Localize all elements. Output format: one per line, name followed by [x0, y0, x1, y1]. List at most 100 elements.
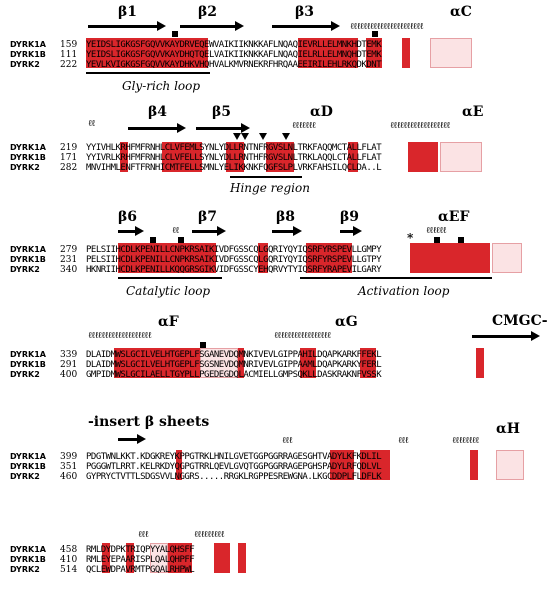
ss-label-beta7: β7	[198, 209, 218, 225]
seq-name: DYRK1A	[10, 452, 46, 461]
sequence-row: YEVLKVIGKGSFGQVVKAYDHKVHQHVALKMVRNEKRFHR…	[86, 60, 382, 70]
seq-name: DYRK2	[10, 265, 40, 274]
asterisk-marker: *	[407, 231, 414, 245]
conserved-block	[410, 243, 490, 273]
conserved-block	[330, 450, 354, 480]
alphaH-helix-coil: ℓℓℓℓℓℓℓℓ	[452, 436, 479, 446]
beta8-arrowhead	[293, 226, 302, 236]
seq-start: 291	[60, 360, 78, 370]
marker-square	[172, 31, 178, 37]
seq-start: 279	[60, 245, 78, 255]
seq-start: 514	[60, 565, 78, 575]
beta5-arrow	[196, 127, 242, 130]
conserved-block	[300, 348, 316, 378]
beta1-arrow	[88, 25, 158, 28]
seq-start: 282	[60, 163, 78, 173]
seq-start: 231	[60, 255, 78, 265]
seq-name: DYRK1A	[10, 40, 46, 49]
marker-square	[200, 342, 206, 348]
conserved-block	[360, 348, 376, 378]
insert-beta-arrowhead	[137, 434, 146, 444]
beta6-arrowhead	[135, 226, 144, 236]
conserved-block	[114, 348, 200, 378]
similar-block	[496, 450, 524, 480]
beta4-arrowhead	[177, 123, 186, 133]
seq-start: 339	[60, 350, 78, 360]
seq-start: 399	[60, 452, 78, 462]
ss-label-alphaE: αE	[462, 104, 484, 120]
beta4-arrow	[128, 127, 178, 130]
seq-name: DYRK1A	[10, 350, 46, 359]
gly-rich-loop-underline	[86, 72, 210, 74]
seq-start: 111	[60, 50, 78, 60]
conserved-block	[360, 450, 390, 480]
conserved-block	[176, 450, 182, 480]
similar-block	[200, 348, 238, 378]
beta8-arrow	[272, 230, 294, 233]
alignment-block-2: ℓℓ β4 β5 αD ℓℓℓℓℓℓℓ αE ℓℓℓℓℓℓℓℓℓℓℓℓℓℓℓℓℓ…	[0, 100, 550, 200]
sequence-row: DLAIDMWSLGCILVELHTGEPLFSGANEVDQMNKIVEVLG…	[86, 350, 382, 360]
conserved-block	[348, 142, 358, 172]
cmgc-arrowhead	[531, 331, 540, 341]
ss-label-cmgc-insert: CMGC-	[492, 313, 548, 329]
marker-square	[458, 237, 464, 243]
ss-label-alphaEF: αEF	[438, 209, 470, 225]
ss-label-beta3: β3	[295, 4, 315, 20]
conserved-block	[298, 38, 358, 68]
alphaC-helix-coil: ℓℓℓℓℓℓℓℓℓℓℓℓℓℓℓℓℓℓℓℓℓℓ	[350, 22, 424, 32]
conserved-block	[366, 38, 382, 68]
seq-name: DYRK2	[10, 60, 40, 69]
ss-label-alphaC: αC	[450, 4, 472, 20]
helix-coil-short: ℓℓℓ	[398, 436, 409, 446]
seq-name: DYRK1B	[10, 153, 46, 162]
ss-label-beta4: β4	[148, 104, 168, 120]
sequence-row: PELSIIHCDLKPENILLCNPKRSAIKIVDFGSSCQLGQRI…	[86, 255, 382, 265]
beta6-arrow	[118, 230, 136, 233]
conserved-block	[118, 243, 216, 273]
conserved-block	[236, 348, 244, 378]
insert-beta-arrow	[118, 438, 138, 441]
beta7-arrow	[192, 230, 218, 233]
seq-start: 171	[60, 153, 78, 163]
seq-start: 219	[60, 143, 78, 153]
hinge-marker-triangle	[282, 133, 290, 140]
alignment-block-5: -insert β sheets ℓℓℓ ℓℓℓ αH ℓℓℓℓℓℓℓℓ DYR…	[0, 410, 550, 500]
cmgc-arrow	[472, 335, 532, 338]
sequence-row: HKNRIIHCDLKPENILLKQQGRSGIKVIDFGSSCYEHQRV…	[86, 265, 382, 275]
ss-label-alphaF: αF	[158, 314, 179, 330]
helix-coil-short: ℓℓ	[88, 119, 96, 129]
seq-name: DYRK2	[10, 370, 40, 379]
conserved-block	[306, 243, 352, 273]
gly-rich-loop-label: Gly-rich loop	[122, 79, 201, 93]
ss-label-alphaH: αH	[496, 421, 521, 437]
helix-coil-short: ℓℓℓ	[138, 530, 149, 540]
hinge-region-underline	[230, 176, 302, 178]
sequence-row: PELSIIHCDLKPENILLCNPKRSAIKIVDFGSSCQLGQRI…	[86, 245, 382, 255]
alignment-block-6: ℓℓℓ ℓℓℓℓℓℓℓℓℓ DYRK1A 458 RMLDYDPKTRIQPYY…	[0, 505, 550, 590]
alphaD-helix-coil: ℓℓℓℓℓℓℓ	[292, 121, 316, 131]
sequence-row: GMPIDMWSLGCILAELLTGYPLLPGEDEGDQLACMIELLG…	[86, 370, 382, 380]
ss-label-beta9: β9	[340, 209, 360, 225]
seq-name: DYRK1A	[10, 545, 46, 554]
alphaE-helix-coil: ℓℓℓℓℓℓℓℓℓℓℓℓℓℓℓℓℓℓ	[390, 121, 451, 131]
alignment-block-3: β6 ℓℓ β7 β8 β9 αEF ℓℓℓℓℓℓ * DYRK1A 279 P…	[0, 205, 550, 305]
sequence-row: RMLEYEPAARISPLQALQHPFF	[86, 555, 195, 565]
alphaEF-helix-coil: ℓℓℓℓℓℓ	[426, 226, 447, 236]
seq-name: DYRK1B	[10, 360, 46, 369]
ss-label-alphaG: αG	[335, 314, 358, 330]
sequence-row: DLAIDMWSLGCILVELHTGEPLFSGSNEVDQMNRIVEVLG…	[86, 360, 382, 370]
beta3-arrowhead	[331, 21, 340, 31]
seq-start: 458	[60, 545, 78, 555]
catalytic-loop-underline	[118, 277, 222, 279]
hinge-marker-triangle	[241, 133, 249, 140]
conserved-block	[102, 543, 110, 573]
alphaF-helix-coil: ℓℓℓℓℓℓℓℓℓℓℓℓℓℓℓℓℓℓℓ	[88, 331, 152, 341]
sequence-row: YYIVHLKRHFMFRNHLCLVFEMLSYNLYDLLRNTNFRGVS…	[86, 143, 382, 153]
beta2-arrowhead	[235, 21, 244, 31]
sequence-row: YEIDSLIGKGSFGQVVKAYDHQTQELVAIKIIKNKKAFLN…	[86, 50, 382, 60]
sequence-row: YEIDSLIGKGSFGQVVKAYDRVEQEWVAIKIIKNKKAFLN…	[86, 40, 382, 50]
activation-loop-underline	[300, 277, 492, 279]
similar-block	[150, 543, 168, 573]
ss-label-beta5: β5	[212, 104, 232, 120]
sequence-row: YYIVRLKRHFMFRNHLCLVFELLSYNLYDLLRNTHFRGVS…	[86, 153, 382, 163]
